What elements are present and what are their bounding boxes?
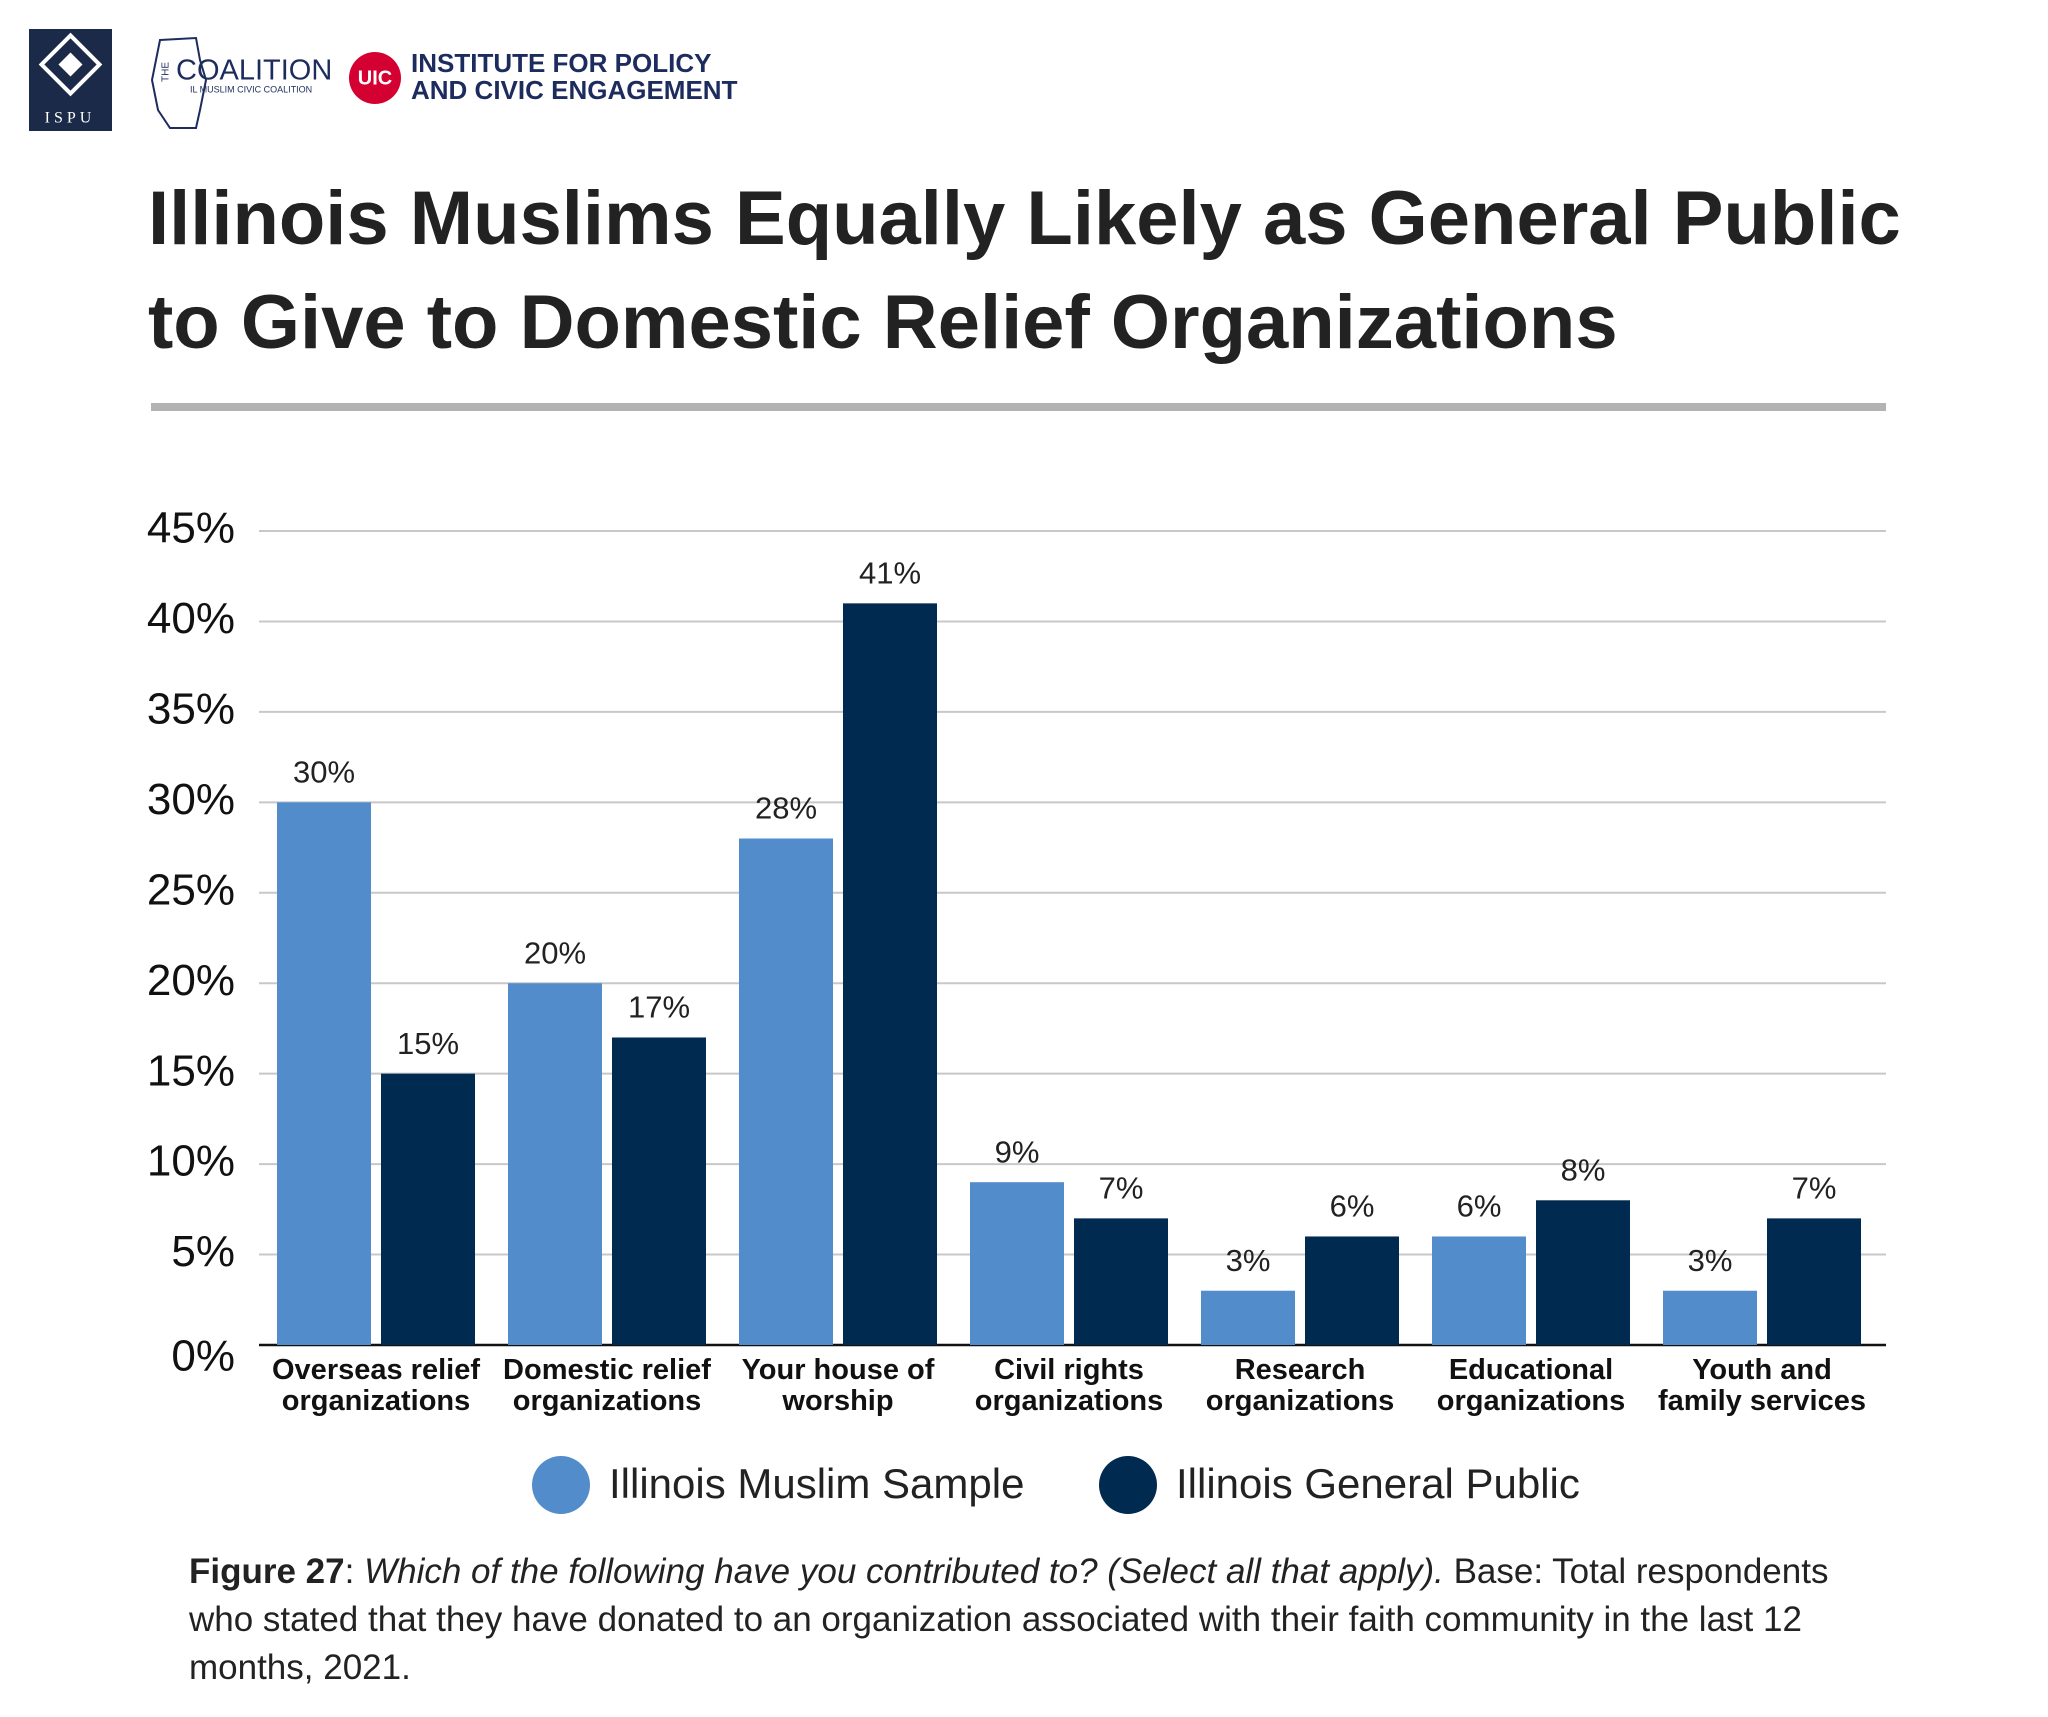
y-tick-label: 25% [147,865,235,914]
legend-swatch [1099,1456,1157,1514]
logo-diamond [58,52,83,77]
bar [1432,1236,1526,1345]
x-tick-label: Youth and family services [1658,1354,1866,1417]
y-tick-label: 10% [147,1137,235,1186]
x-tick-label: Overseas relief organizations [272,1354,480,1417]
legend-label: Illinois General Public [1176,1460,1580,1507]
bar [1074,1218,1168,1345]
bar [970,1182,1064,1345]
y-tick-label: 20% [147,956,235,1005]
uic-logo: UIC INSTITUTE FOR POLICY AND CIVIC ENGAG… [349,48,738,105]
value-label: 8% [1561,1152,1606,1187]
value-label: 28% [755,791,817,826]
caption: Figure 27: Which of the following have y… [189,1552,1829,1687]
coalition-text: COALITION [176,55,332,87]
caption-text: Base: Total respondents who stated that … [189,1552,1829,1687]
uic-text: UIC [358,67,392,89]
value-label: 7% [1099,1171,1144,1206]
y-tick-label: 30% [147,775,235,824]
uic-circle [349,52,401,104]
caption-question: Which of the following have you contribu… [364,1552,1444,1591]
bar [1767,1218,1861,1345]
value-label: 41% [859,556,921,591]
y-tick-label: 0% [171,1332,235,1381]
bar [508,983,602,1345]
value-label: 6% [1330,1189,1375,1224]
bar [1536,1200,1630,1345]
x-tick-label: Your house of worship [741,1354,935,1417]
value-label: 3% [1688,1243,1733,1278]
y-tick-label: 40% [147,594,235,643]
illinois-outline [150,36,208,129]
value-label: 9% [995,1134,1040,1169]
bar [277,802,371,1345]
institute-text: INSTITUTE FOR POLICY [411,48,711,78]
bar [843,603,937,1345]
bar [381,1073,475,1345]
value-label: 17% [628,990,690,1025]
value-label: 20% [524,935,586,970]
legend-label: Illinois Muslim Sample [609,1460,1024,1507]
legend-swatch [532,1456,590,1514]
bar [1305,1236,1399,1345]
x-tick-label: Domestic relief organizations [503,1354,711,1417]
bar [1201,1290,1295,1345]
y-tick-label: 35% [147,685,235,734]
bar [612,1037,706,1345]
bar [1663,1290,1757,1345]
title-rule [151,403,1886,411]
institute-text: AND CIVIC ENGAGEMENT [411,75,738,105]
logo-diamond [38,32,103,97]
value-label: 7% [1792,1171,1837,1206]
coalition-logo: THE COALITION IL MUSLIM CIVIC COALITION [150,36,332,129]
x-tick-label: Educational organizations [1436,1354,1626,1417]
ispu-text: ISPU [45,110,96,127]
x-tick-label: Civil rights organizations [974,1354,1164,1417]
x-tick-label: Research organizations [1205,1354,1395,1417]
y-tick-label: 45% [147,504,235,553]
value-label: 15% [397,1026,459,1061]
value-label: 30% [293,755,355,790]
coalition-the: THE [161,62,172,82]
coalition-sub: IL MUSLIM CIVIC COALITION [190,84,312,94]
caption-label: Figure 27 [189,1552,345,1591]
value-label: 6% [1457,1189,1502,1224]
y-tick-label: 15% [147,1046,235,1095]
chart-title: to Give to Domestic Relief Organizations [148,280,1618,365]
chart-title: Illinois Muslims Equally Likely as Gener… [148,176,1901,261]
ispu-logo: ISPU [29,29,112,131]
bar [739,838,833,1345]
y-tick-label: 5% [171,1227,235,1276]
value-label: 3% [1226,1243,1271,1278]
logo-box [29,29,112,131]
